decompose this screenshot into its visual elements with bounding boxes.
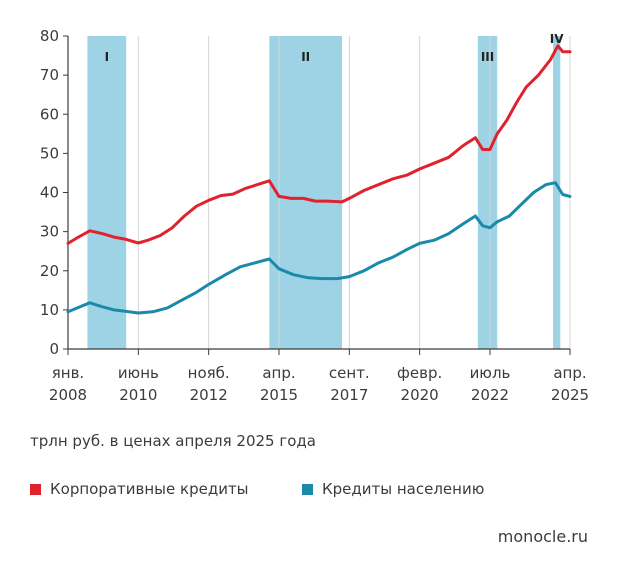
- legend-label-corporate: Корпоративные кредиты: [50, 480, 249, 498]
- x-tick-label-year-1: 2008: [49, 386, 87, 404]
- x-tick-label-year-8: 2025: [551, 386, 589, 404]
- y-tick-label-60: 60: [40, 105, 59, 123]
- x-tick-label-year-2: 2010: [119, 386, 157, 404]
- shaded-period-2: [269, 36, 343, 349]
- series-lines: [66, 44, 572, 315]
- x-tick-label-month-5: сент.: [329, 364, 370, 382]
- y-tick-label-40: 40: [40, 184, 59, 202]
- y-tick-label-80: 80: [40, 27, 59, 45]
- series-line-corporate: [66, 44, 572, 245]
- y-tick-label-20: 20: [40, 262, 59, 280]
- legend-swatch-corporate: [30, 483, 41, 495]
- tick-labels: 0 10 20 30 40 50 60 70 80 янв. 2008 июнь 2010 нояб. 20…: [40, 27, 589, 404]
- y-tick-label-30: 30: [40, 223, 59, 241]
- x-tick-label-month-6: февр.: [397, 364, 442, 382]
- period-label-3: III: [481, 50, 494, 64]
- x-tick-label-year-6: 2020: [401, 386, 439, 404]
- unit-label: трлн руб. в ценах апреля 2025 года: [30, 432, 316, 450]
- x-tick-label-month-8: апр.: [553, 364, 586, 382]
- x-tick-label-month-2: июнь: [118, 364, 159, 382]
- x-tick-label-year-3: 2012: [190, 386, 228, 404]
- x-tick-label-year-5: 2017: [330, 386, 368, 404]
- y-tick-label-10: 10: [40, 301, 59, 319]
- shaded-period-3: [477, 36, 498, 349]
- period-label-2: II: [301, 50, 310, 64]
- y-tick-label-70: 70: [40, 66, 59, 84]
- period-label-1: I: [105, 50, 109, 64]
- shaded-period-4: [553, 36, 561, 349]
- legend-item-corporate: Корпоративные кредиты: [30, 480, 249, 498]
- series-line-retail: [66, 181, 572, 315]
- y-tick-label-50: 50: [40, 144, 59, 162]
- x-tick-label-year-7: 2022: [471, 386, 509, 404]
- legend-item-retail: Кредиты населению: [302, 480, 484, 498]
- y-tick-label-0: 0: [49, 340, 59, 358]
- period-label-4: IV: [550, 32, 564, 46]
- x-tick-label-year-4: 2015: [260, 386, 298, 404]
- shaded-period-1: [87, 36, 127, 349]
- grid-lines: [67, 36, 571, 349]
- x-tick-label-month-4: апр.: [262, 364, 295, 382]
- x-tick-label-month-3: нояб.: [188, 364, 230, 382]
- axes: [63, 35, 571, 355]
- source-label: monocle.ru: [497, 527, 588, 546]
- legend-label-retail: Кредиты населению: [322, 480, 485, 498]
- x-tick-label-month-7: июль: [470, 364, 511, 382]
- x-tick-label-month-1: янв.: [52, 364, 84, 382]
- legend-swatch-retail: [302, 483, 313, 495]
